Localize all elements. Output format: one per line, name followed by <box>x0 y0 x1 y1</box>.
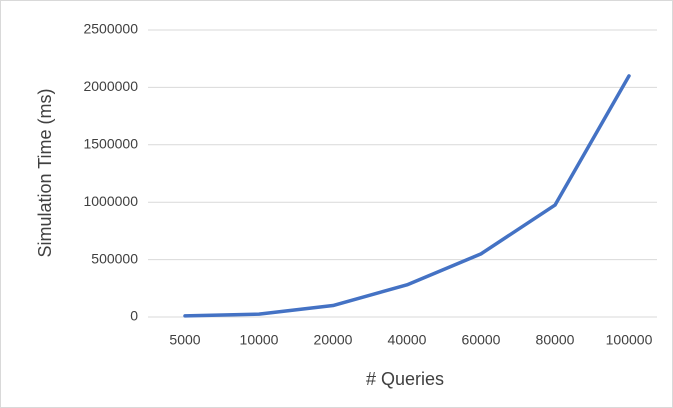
x-tick-label: 80000 <box>536 332 575 348</box>
y-tick-label: 2500000 <box>83 21 138 37</box>
y-axis-title: Simulation Time (ms) <box>35 88 55 257</box>
y-tick-label: 500000 <box>91 250 138 266</box>
y-tick-label: 2000000 <box>83 78 138 94</box>
x-tick-label: 40000 <box>388 332 427 348</box>
data-line <box>183 74 631 318</box>
x-tick-label: 60000 <box>462 332 501 348</box>
y-tick-label: 0 <box>130 308 138 324</box>
x-axis-title: # Queries <box>366 369 444 389</box>
x-tick-label: 100000 <box>606 332 653 348</box>
y-tick-label: 1500000 <box>83 136 138 152</box>
x-tick-label: 20000 <box>314 332 353 348</box>
y-tick-label: 1000000 <box>83 193 138 209</box>
x-tick-label: 10000 <box>240 332 279 348</box>
x-tick-label: 5000 <box>169 332 200 348</box>
